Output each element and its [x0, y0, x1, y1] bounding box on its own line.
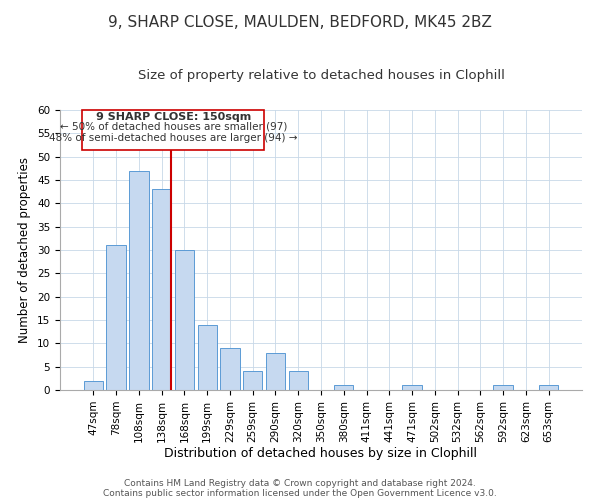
- Text: 9 SHARP CLOSE: 150sqm: 9 SHARP CLOSE: 150sqm: [95, 112, 251, 122]
- Bar: [243, 372, 262, 390]
- Bar: [84, 380, 103, 390]
- Text: Contains HM Land Registry data © Crown copyright and database right 2024.: Contains HM Land Registry data © Crown c…: [124, 478, 476, 488]
- Title: Size of property relative to detached houses in Clophill: Size of property relative to detached ho…: [137, 70, 505, 82]
- Text: Contains public sector information licensed under the Open Government Licence v3: Contains public sector information licen…: [103, 488, 497, 498]
- Text: 48% of semi-detached houses are larger (94) →: 48% of semi-detached houses are larger (…: [49, 133, 298, 143]
- Bar: [539, 386, 558, 390]
- Bar: [266, 352, 285, 390]
- Bar: [289, 372, 308, 390]
- Bar: [106, 246, 126, 390]
- Bar: [334, 386, 353, 390]
- Bar: [175, 250, 194, 390]
- X-axis label: Distribution of detached houses by size in Clophill: Distribution of detached houses by size …: [164, 448, 478, 460]
- Bar: [197, 324, 217, 390]
- Bar: [403, 386, 422, 390]
- Bar: [493, 386, 513, 390]
- Y-axis label: Number of detached properties: Number of detached properties: [19, 157, 31, 343]
- FancyBboxPatch shape: [82, 110, 264, 150]
- Bar: [129, 170, 149, 390]
- Text: ← 50% of detached houses are smaller (97): ← 50% of detached houses are smaller (97…: [59, 122, 287, 132]
- Text: 9, SHARP CLOSE, MAULDEN, BEDFORD, MK45 2BZ: 9, SHARP CLOSE, MAULDEN, BEDFORD, MK45 2…: [108, 15, 492, 30]
- Bar: [220, 348, 239, 390]
- Bar: [152, 190, 172, 390]
